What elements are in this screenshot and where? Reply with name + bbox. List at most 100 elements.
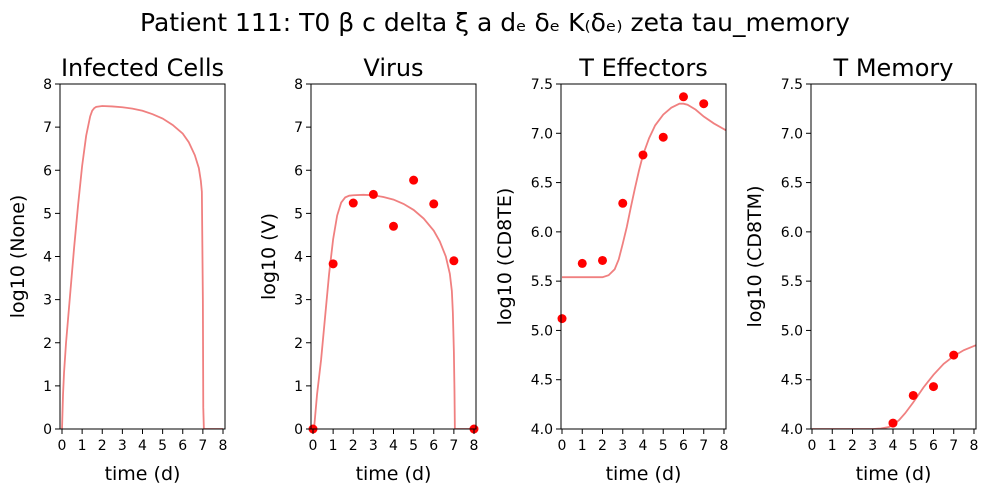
t-effectors-data-point [699, 99, 709, 109]
t-memory-x-tick-label: 2 [848, 438, 857, 454]
virus-y-tick-label: 0 [294, 422, 303, 438]
t-memory-x-tick-label: 1 [828, 438, 837, 454]
virus-data-point [429, 199, 439, 209]
infected-cells-y-tick-label: 1 [43, 379, 52, 395]
infected-cells-x-tick-label: 6 [178, 438, 187, 454]
t-memory-y-tick-label: 6.0 [781, 225, 803, 241]
t-memory-x-tick-label: 7 [949, 438, 958, 454]
t-effectors-data-point [658, 132, 668, 142]
t-memory-data-point [888, 418, 898, 428]
t-effectors-data-point [678, 92, 688, 102]
t-memory-x-tick-label: 4 [889, 438, 898, 454]
t-effectors-y-tick-label: 5.5 [531, 274, 553, 290]
t-memory-y-tick-label: 7.5 [781, 77, 803, 93]
figure-suptitle: Patient 111: T0 β c delta ξ a dₑ δₑ K₍δₑ… [140, 8, 850, 37]
t-memory-y-tick-label: 7.0 [781, 126, 803, 142]
virus-x-tick-label: 8 [470, 438, 479, 454]
t-effectors-x-tick-label: 8 [720, 438, 729, 454]
infected-cells-x-tick-label: 8 [219, 438, 228, 454]
infected-cells-y-tick-label: 0 [43, 422, 52, 438]
virus-y-tick-label: 2 [294, 336, 303, 352]
t-effectors-y-tick-label: 6.5 [531, 176, 553, 192]
virus-y-tick-label: 3 [294, 293, 303, 309]
virus-model-line [313, 193, 474, 429]
virus-x-tick-label: 1 [329, 438, 338, 454]
virus-y-tick-label: 6 [294, 163, 303, 179]
infected-cells-x-tick-label: 1 [78, 438, 87, 454]
t-memory-data-point [908, 390, 918, 400]
virus-y-tick-label: 5 [294, 206, 303, 222]
infected-cells-title: Infected Cells [61, 54, 224, 82]
t-effectors-data-point [618, 198, 628, 208]
infected-cells-y-tick-label: 8 [43, 77, 52, 93]
t-memory-axes-frame [810, 83, 977, 430]
t-effectors-y-tick-label: 7.5 [531, 77, 553, 93]
t-effectors-y-tick-label: 6.0 [531, 225, 553, 241]
infected-cells-x-tick-label: 2 [98, 438, 107, 454]
virus-x-tick-label: 4 [389, 438, 398, 454]
virus-data-point [389, 221, 398, 231]
infected-cells-x-axis-label: time (d) [105, 463, 181, 485]
virus-x-tick-label: 0 [309, 438, 318, 454]
t-effectors-y-tick-label: 5.0 [531, 323, 553, 339]
t-memory-x-axis-label: time (d) [856, 463, 932, 485]
infected-cells-axes-frame [59, 83, 226, 430]
infected-cells-model-line [61, 105, 223, 429]
virus-data-point [328, 259, 338, 269]
infected-cells-x-tick-label: 3 [118, 438, 127, 454]
t-effectors-axes-frame [560, 83, 727, 430]
t-memory-y-tick-label: 6.5 [781, 176, 803, 192]
infected-cells-y-axis-label: log10 (None) [7, 195, 29, 319]
t-memory-data-point [949, 350, 959, 360]
panel-t-effectors: 0 1 2 3 4 5 6 7 8 4.0 4.5 5.0 5.5 6.0 6.5 7.0 7.5 T Effec… [494, 54, 728, 485]
t-effectors-y-tick-label: 7.0 [531, 126, 553, 142]
t-effectors-x-tick-label: 1 [578, 438, 587, 454]
virus-title: Virus [363, 54, 423, 82]
virus-data-point [409, 175, 419, 185]
virus-axes-frame [310, 83, 477, 430]
infected-cells-y-tick-label: 2 [43, 336, 52, 352]
t-memory-x-tick-label: 8 [970, 438, 979, 454]
infected-cells-x-tick-label: 4 [138, 438, 147, 454]
t-effectors-data-point [638, 150, 648, 160]
virus-y-tick-label: 8 [294, 77, 303, 93]
virus-data-point [368, 189, 378, 199]
t-memory-x-tick-label: 6 [929, 438, 938, 454]
virus-y-axis-label: log10 (V) [258, 213, 280, 300]
infected-cells-x-tick-label: 7 [198, 438, 207, 454]
virus-x-tick-label: 7 [449, 438, 458, 454]
virus-data-point [348, 198, 358, 208]
t-effectors-model-line [562, 102, 726, 279]
t-effectors-y-tick-label: 4.5 [531, 373, 553, 389]
t-memory-y-tick-label: 5.0 [781, 323, 803, 339]
t-effectors-x-tick-label: 5 [659, 438, 668, 454]
virus-y-tick-label: 4 [294, 250, 303, 266]
infected-cells-y-tick-label: 5 [43, 206, 52, 222]
infected-cells-y-tick-label: 6 [43, 163, 52, 179]
t-memory-x-tick-label: 5 [909, 438, 918, 454]
infected-cells-y-tick-label: 4 [43, 250, 52, 266]
virus-x-axis-label: time (d) [356, 463, 432, 485]
t-effectors-x-tick-label: 3 [618, 438, 627, 454]
t-effectors-y-tick-label: 4.0 [531, 422, 553, 438]
virus-x-tick-label: 3 [369, 438, 378, 454]
t-memory-x-tick-label: 3 [868, 438, 877, 454]
infected-cells-y-tick-label: 3 [43, 293, 52, 309]
virus-x-tick-label: 2 [349, 438, 358, 454]
t-effectors-x-tick-label: 6 [679, 438, 688, 454]
t-effectors-x-tick-label: 0 [558, 438, 567, 454]
virus-data-point [449, 256, 459, 266]
t-memory-y-tick-label: 4.0 [781, 422, 803, 438]
t-memory-model-line [812, 344, 976, 429]
infected-cells-x-tick-label: 5 [158, 438, 167, 454]
t-effectors-x-axis-label: time (d) [606, 463, 682, 485]
t-effectors-x-tick-label: 2 [598, 438, 607, 454]
t-memory-y-tick-label: 4.5 [781, 373, 803, 389]
virus-x-tick-label: 5 [409, 438, 418, 454]
virus-y-tick-label: 1 [294, 379, 303, 395]
virus-y-tick-label: 7 [294, 120, 303, 136]
t-effectors-x-tick-label: 4 [639, 438, 648, 454]
t-effectors-data-point [557, 314, 567, 324]
